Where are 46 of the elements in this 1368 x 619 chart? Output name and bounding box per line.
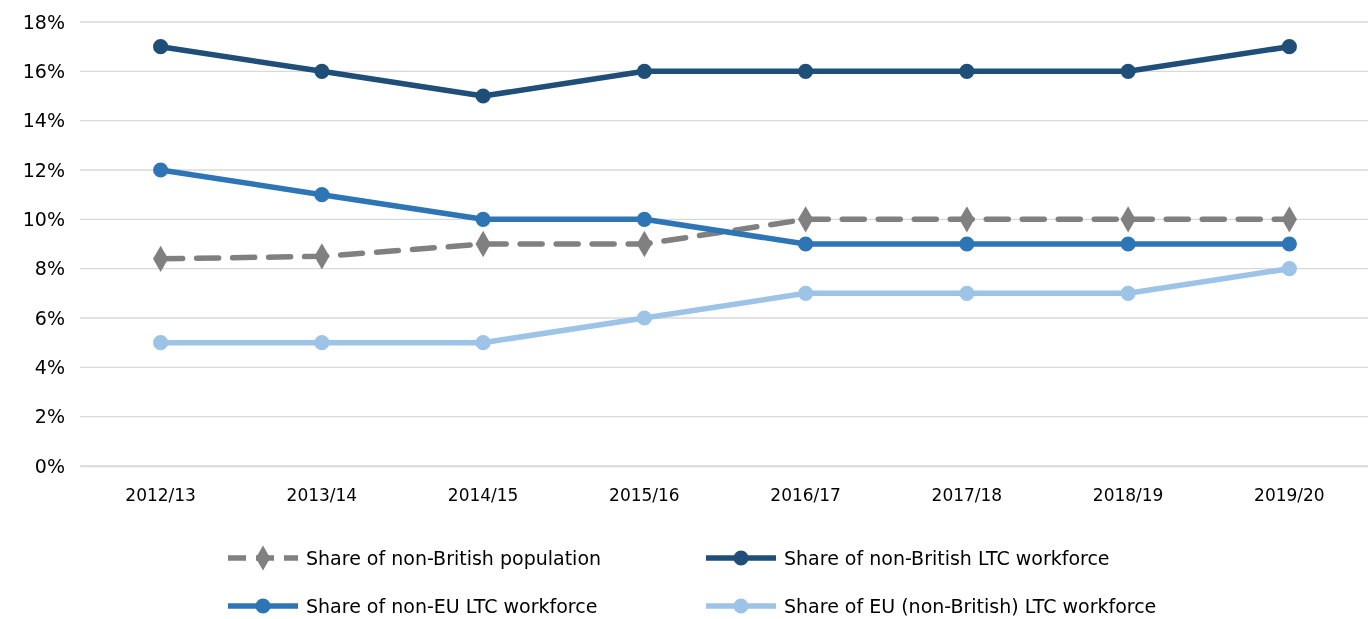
x-tick-label: 2012/13 bbox=[125, 485, 196, 506]
point bbox=[1281, 236, 1297, 252]
point bbox=[1120, 63, 1136, 79]
x-tick-label: 2014/15 bbox=[447, 485, 519, 506]
point bbox=[636, 63, 652, 79]
legend-label: Share of non-EU LTC workforce bbox=[306, 594, 598, 617]
point bbox=[1281, 39, 1297, 55]
point bbox=[959, 285, 975, 301]
point bbox=[314, 63, 330, 79]
x-tick-label: 2013/14 bbox=[286, 485, 358, 506]
y-tick-label: 18% bbox=[22, 10, 65, 33]
y-tick-label: 0% bbox=[34, 454, 65, 477]
point bbox=[314, 187, 330, 203]
y-tick-label: 12% bbox=[22, 158, 65, 181]
point bbox=[153, 335, 169, 351]
point bbox=[959, 63, 975, 79]
y-tick-label: 6% bbox=[34, 306, 65, 329]
point bbox=[475, 88, 491, 104]
x-tick-label: 2015/16 bbox=[609, 485, 680, 506]
point bbox=[636, 310, 652, 326]
point bbox=[153, 39, 169, 55]
point bbox=[475, 335, 491, 351]
y-tick-label: 4% bbox=[34, 355, 65, 378]
point bbox=[636, 211, 652, 227]
point bbox=[959, 236, 975, 252]
x-tick-label: 2018/19 bbox=[1092, 485, 1164, 506]
y-tick-label: 10% bbox=[22, 207, 65, 230]
point bbox=[314, 335, 330, 351]
point bbox=[798, 236, 814, 252]
point bbox=[1120, 285, 1136, 301]
point bbox=[798, 63, 814, 79]
point bbox=[475, 211, 491, 227]
x-tick-label: 2017/18 bbox=[931, 485, 1003, 506]
x-tick-label: 2019/20 bbox=[1254, 485, 1325, 506]
legend-label: Share of EU (non-British) LTC workforce bbox=[784, 594, 1157, 617]
y-tick-label: 16% bbox=[22, 59, 65, 82]
y-tick-label: 2% bbox=[34, 405, 65, 428]
point bbox=[798, 285, 814, 301]
y-tick-label: 14% bbox=[22, 109, 65, 132]
point bbox=[1120, 236, 1136, 252]
y-tick-label: 8% bbox=[34, 257, 65, 280]
point bbox=[153, 162, 169, 178]
legend-label: Share of non-British LTC workforce bbox=[784, 546, 1110, 569]
x-tick-label: 2016/17 bbox=[770, 485, 841, 506]
point bbox=[1281, 261, 1297, 277]
legend-label: Share of non-British population bbox=[306, 546, 602, 569]
